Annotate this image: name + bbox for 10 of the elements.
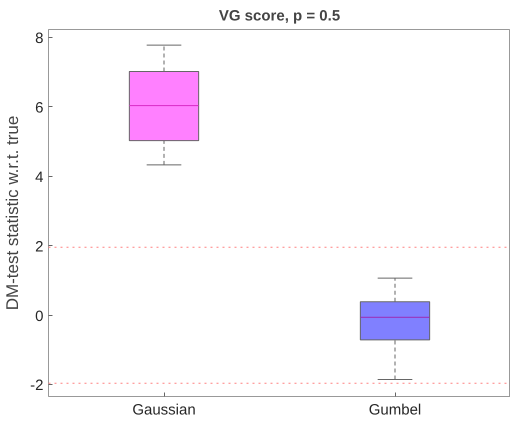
chart-title: VG score, p = 0.5: [218, 8, 340, 24]
x-tick-label: Gumbel: [368, 402, 422, 418]
y-tick-label: 2: [35, 238, 44, 256]
y-tick-label: 0: [35, 308, 44, 325]
y-tick-label: -2: [30, 377, 44, 394]
y-tick-label: 4: [35, 168, 44, 186]
y-tick-label: 6: [35, 99, 44, 116]
y-axis-title: DM-test statistic w.r.t. true: [3, 116, 22, 310]
x-tick-label: Gaussian: [132, 402, 196, 418]
y-tick-label: 8: [35, 30, 44, 47]
